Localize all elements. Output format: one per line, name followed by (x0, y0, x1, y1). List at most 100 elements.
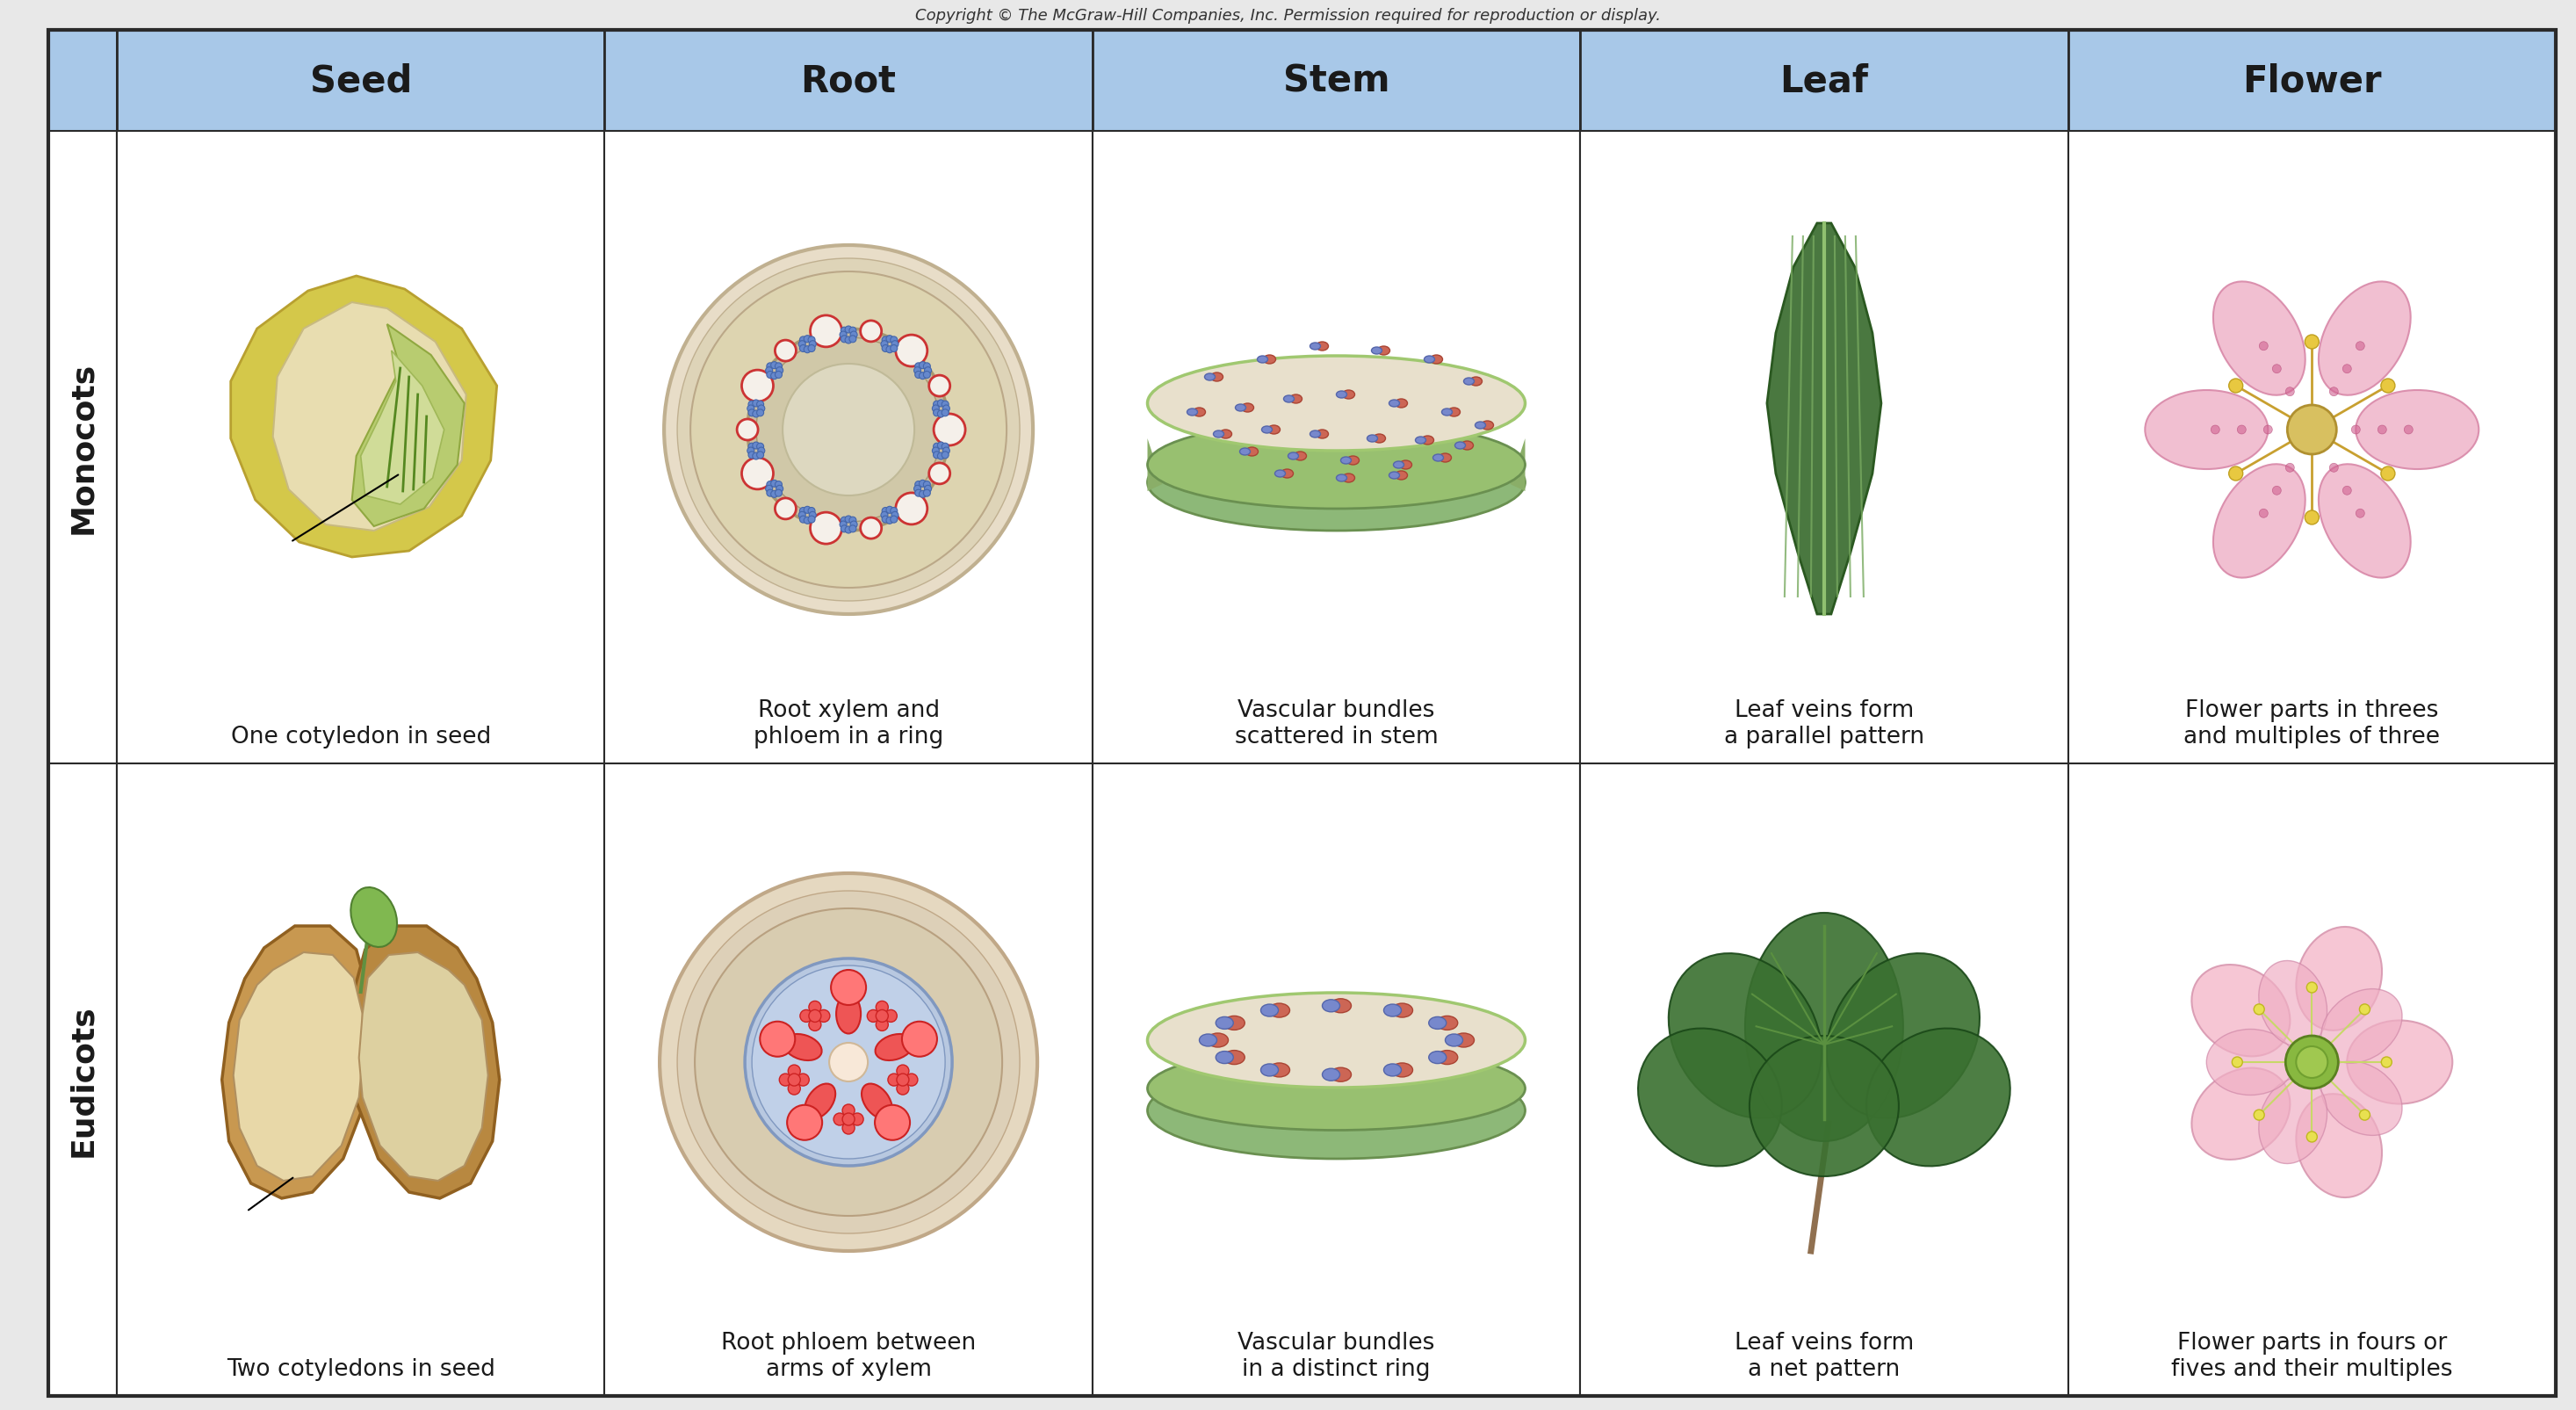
Circle shape (2295, 1046, 2329, 1079)
Circle shape (840, 517, 848, 525)
Circle shape (891, 345, 896, 352)
Circle shape (850, 331, 858, 338)
Circle shape (742, 458, 773, 489)
Circle shape (876, 1105, 909, 1141)
Circle shape (809, 512, 817, 519)
Ellipse shape (1216, 1052, 1234, 1063)
Circle shape (896, 494, 927, 525)
Circle shape (943, 444, 948, 451)
Circle shape (775, 341, 796, 362)
Circle shape (920, 481, 927, 488)
Circle shape (768, 491, 773, 498)
Ellipse shape (1146, 422, 1525, 509)
Circle shape (760, 1022, 796, 1058)
Ellipse shape (1826, 953, 1978, 1118)
Ellipse shape (1200, 1034, 1216, 1046)
Circle shape (2329, 464, 2339, 472)
Circle shape (925, 368, 933, 375)
Ellipse shape (1260, 1004, 1278, 1017)
Ellipse shape (1440, 454, 1450, 462)
Text: Eudicots: Eudicots (67, 1004, 98, 1156)
Circle shape (876, 1001, 889, 1014)
Circle shape (2285, 464, 2295, 472)
Circle shape (804, 347, 811, 354)
Bar (605, 131, 1092, 764)
Circle shape (2254, 1110, 2264, 1121)
Ellipse shape (1430, 1052, 1445, 1063)
Circle shape (801, 1010, 811, 1022)
Circle shape (804, 336, 811, 343)
Polygon shape (353, 926, 500, 1198)
Ellipse shape (1391, 1004, 1412, 1018)
Circle shape (881, 512, 889, 519)
Ellipse shape (1208, 1034, 1229, 1048)
Circle shape (842, 1122, 855, 1134)
Ellipse shape (1239, 448, 1249, 455)
Circle shape (832, 970, 866, 1005)
Ellipse shape (1445, 1034, 1463, 1046)
Circle shape (811, 316, 842, 348)
Circle shape (817, 1010, 829, 1022)
Circle shape (809, 516, 814, 523)
Bar (2069, 764, 2555, 1396)
Ellipse shape (1368, 436, 1378, 443)
Circle shape (770, 372, 778, 379)
Circle shape (881, 341, 889, 348)
Circle shape (889, 1074, 899, 1086)
Circle shape (920, 491, 927, 498)
Circle shape (799, 512, 806, 519)
Circle shape (2272, 365, 2282, 374)
Circle shape (659, 874, 1038, 1251)
Circle shape (677, 891, 1020, 1234)
Circle shape (799, 508, 806, 515)
Circle shape (845, 516, 853, 523)
Circle shape (775, 491, 783, 498)
Ellipse shape (860, 1084, 891, 1120)
Ellipse shape (1669, 953, 1821, 1118)
Ellipse shape (1396, 399, 1406, 409)
Circle shape (752, 966, 945, 1159)
Circle shape (2272, 486, 2282, 495)
Circle shape (868, 1010, 878, 1022)
Bar (1579, 31, 2069, 131)
Circle shape (752, 410, 760, 417)
Circle shape (742, 371, 773, 402)
Ellipse shape (1461, 441, 1473, 450)
Circle shape (891, 337, 896, 344)
Text: Flower: Flower (2241, 63, 2380, 100)
Polygon shape (358, 953, 487, 1180)
Ellipse shape (350, 888, 397, 948)
Polygon shape (353, 324, 464, 527)
Ellipse shape (2259, 1077, 2326, 1163)
Circle shape (876, 1019, 889, 1031)
Circle shape (765, 368, 773, 375)
Polygon shape (273, 303, 466, 532)
Circle shape (920, 362, 927, 369)
Circle shape (845, 337, 853, 344)
Bar (1092, 31, 1579, 131)
Ellipse shape (1262, 355, 1275, 364)
Ellipse shape (1337, 392, 1347, 399)
Circle shape (747, 329, 951, 532)
Ellipse shape (1188, 409, 1198, 416)
Ellipse shape (1316, 430, 1329, 439)
Circle shape (809, 1001, 822, 1014)
Circle shape (943, 406, 951, 413)
Circle shape (747, 453, 755, 460)
Circle shape (840, 331, 848, 338)
Circle shape (914, 364, 922, 371)
Ellipse shape (1267, 426, 1280, 434)
Circle shape (943, 402, 948, 409)
Circle shape (788, 1083, 801, 1096)
Ellipse shape (1471, 378, 1481, 386)
Circle shape (2259, 509, 2267, 519)
Circle shape (747, 402, 755, 409)
Ellipse shape (1257, 357, 1267, 364)
Bar (1579, 131, 2069, 764)
Ellipse shape (2321, 1062, 2401, 1135)
Circle shape (2306, 983, 2318, 993)
Text: Root: Root (801, 63, 896, 100)
Circle shape (850, 1114, 863, 1125)
Circle shape (896, 336, 927, 367)
Circle shape (891, 512, 899, 519)
